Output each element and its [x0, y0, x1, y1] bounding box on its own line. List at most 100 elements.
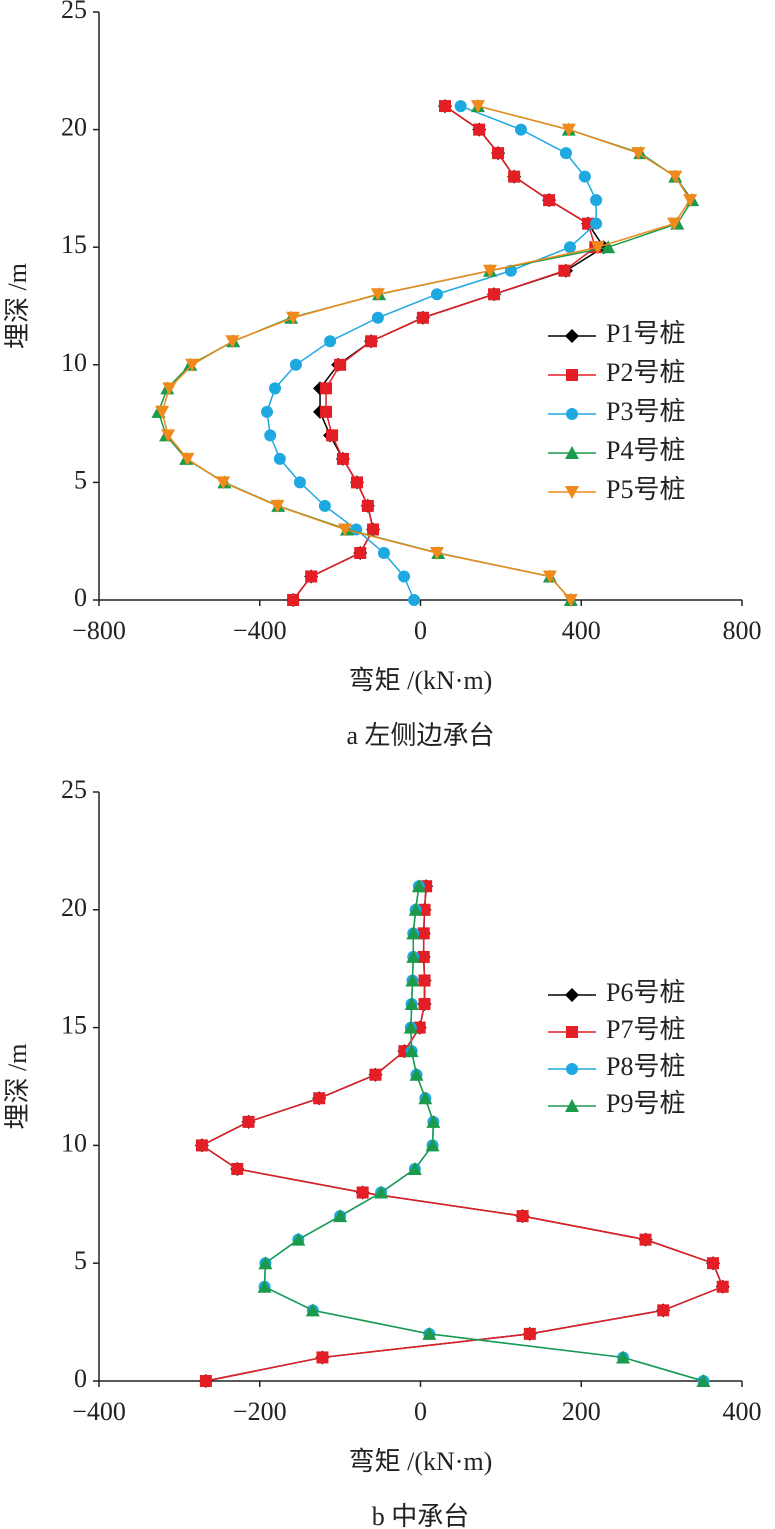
marker	[336, 452, 349, 465]
marker	[417, 950, 430, 963]
y-tick-label: 5	[74, 465, 87, 494]
y-tick-label: 20	[61, 893, 87, 922]
marker	[667, 217, 682, 231]
marker	[161, 429, 176, 443]
chart-caption: b 中承台	[372, 1502, 470, 1529]
marker	[561, 123, 576, 137]
marker	[286, 311, 301, 325]
legend-label: P4号桩	[606, 436, 685, 465]
marker	[426, 1114, 441, 1128]
marker	[370, 288, 385, 302]
marker	[683, 194, 698, 208]
marker	[408, 594, 421, 606]
marker	[543, 194, 556, 207]
series-line	[161, 105, 692, 601]
marker	[470, 100, 485, 114]
marker	[367, 523, 380, 536]
marker	[578, 170, 591, 183]
marker	[566, 408, 578, 420]
marker	[403, 1020, 418, 1034]
series-line	[263, 886, 704, 1382]
marker	[590, 194, 603, 207]
y-axis-label: 埋深 /m	[3, 1044, 32, 1130]
marker	[326, 429, 339, 442]
y-tick-label: 15	[61, 230, 87, 259]
marker	[409, 1067, 424, 1081]
series-line	[157, 105, 694, 601]
marker	[293, 476, 306, 489]
marker	[483, 264, 498, 278]
marker	[374, 1185, 389, 1199]
marker	[566, 1026, 578, 1038]
y-tick-label: 5	[74, 1246, 87, 1275]
marker	[516, 1210, 529, 1223]
marker	[425, 1138, 440, 1152]
marker	[413, 1021, 426, 1034]
marker	[405, 973, 420, 987]
chart-caption: a 左侧边承台	[346, 721, 494, 750]
marker	[454, 100, 467, 113]
marker	[180, 452, 195, 466]
y-tick-label: 20	[61, 113, 87, 142]
x-tick-label: −200	[233, 1397, 287, 1426]
marker	[563, 594, 578, 607]
marker	[185, 358, 200, 372]
marker	[563, 241, 576, 254]
marker	[404, 997, 419, 1011]
marker	[264, 429, 277, 442]
marker	[371, 311, 384, 324]
marker	[406, 926, 421, 940]
marker	[365, 335, 378, 348]
x-tick-label: −400	[233, 616, 287, 645]
x-axis-label: 弯矩 /(kN·m)	[349, 666, 493, 695]
marker	[216, 476, 231, 490]
series-line	[200, 886, 724, 1382]
marker	[199, 1375, 212, 1387]
marker	[418, 998, 431, 1011]
marker	[257, 1279, 272, 1293]
marker	[430, 288, 443, 301]
series-line	[200, 886, 724, 1382]
marker	[508, 170, 521, 183]
marker	[361, 499, 374, 512]
marker	[354, 546, 367, 559]
marker	[407, 1161, 422, 1175]
y-tick-label: 25	[61, 775, 87, 804]
marker	[408, 902, 423, 916]
marker	[566, 1063, 578, 1075]
legend-label: P7号桩	[606, 1015, 685, 1044]
marker	[305, 570, 318, 583]
marker	[305, 1303, 320, 1317]
legend-label: P1号桩	[606, 319, 685, 348]
marker	[558, 264, 571, 277]
x-tick-label: −400	[72, 1397, 126, 1426]
x-tick-label: −800	[72, 616, 126, 645]
marker	[313, 1092, 326, 1105]
marker	[351, 476, 364, 489]
marker	[377, 546, 390, 559]
y-tick-label: 10	[61, 1128, 87, 1157]
y-tick-label: 0	[74, 1364, 87, 1393]
marker	[411, 879, 426, 893]
legend-label: P6号桩	[606, 978, 685, 1007]
marker	[225, 335, 240, 349]
marker	[565, 1099, 579, 1112]
marker	[565, 446, 579, 459]
marker	[696, 1374, 711, 1387]
marker	[566, 369, 578, 381]
marker	[291, 1232, 306, 1246]
marker	[616, 1350, 631, 1364]
legend-label: P3号桩	[606, 397, 685, 426]
y-axis-label: 埋深 /m	[3, 263, 32, 349]
marker	[270, 499, 285, 513]
marker	[356, 1186, 369, 1199]
marker	[258, 1256, 273, 1270]
y-tick-label: 25	[61, 0, 87, 24]
marker	[523, 1327, 536, 1340]
marker	[320, 405, 333, 418]
marker	[590, 217, 603, 230]
marker	[657, 1304, 670, 1317]
marker	[337, 523, 352, 537]
marker	[369, 1068, 382, 1081]
